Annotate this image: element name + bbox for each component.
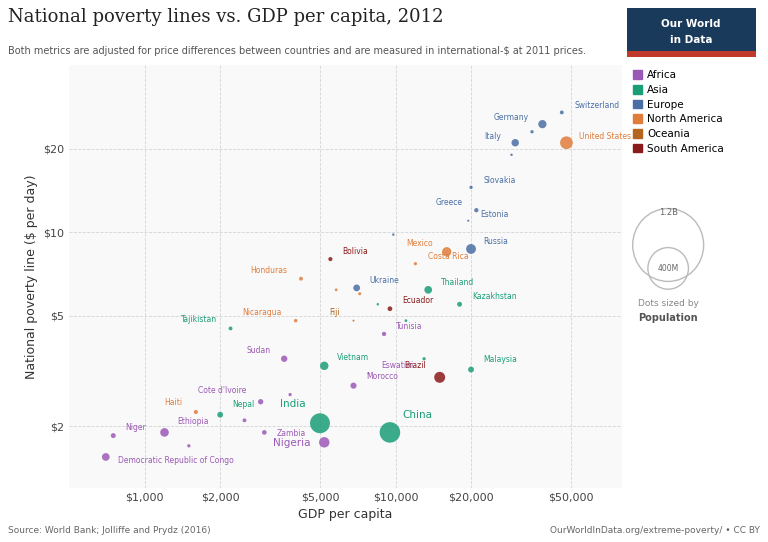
Text: Honduras: Honduras bbox=[250, 266, 287, 275]
Point bbox=[278, 354, 290, 363]
Text: Thailand: Thailand bbox=[441, 278, 474, 287]
Point bbox=[100, 453, 112, 461]
Point bbox=[441, 248, 453, 256]
Text: Morocco: Morocco bbox=[366, 372, 398, 382]
Point bbox=[190, 408, 202, 416]
Text: Kazakhstan: Kazakhstan bbox=[472, 292, 517, 301]
Point bbox=[284, 390, 296, 399]
Point bbox=[214, 410, 227, 419]
Point bbox=[350, 283, 362, 292]
Text: India: India bbox=[280, 399, 306, 409]
Point bbox=[158, 428, 170, 437]
Point bbox=[387, 230, 399, 239]
Point bbox=[422, 286, 435, 294]
Text: Ecuador: Ecuador bbox=[402, 296, 433, 305]
Text: Haiti: Haiti bbox=[164, 398, 182, 406]
Point bbox=[108, 431, 120, 440]
Text: Ethiopia: Ethiopia bbox=[177, 417, 208, 426]
Text: Estonia: Estonia bbox=[481, 210, 509, 218]
Text: Germany: Germany bbox=[493, 113, 528, 122]
Text: Cote d'Ivoire: Cote d'Ivoire bbox=[198, 385, 247, 395]
Point bbox=[347, 317, 359, 325]
Point bbox=[224, 324, 237, 333]
Point bbox=[347, 382, 359, 390]
Text: Our World: Our World bbox=[661, 19, 721, 29]
Text: Zambia: Zambia bbox=[276, 429, 306, 437]
Point bbox=[509, 138, 521, 147]
Point bbox=[295, 274, 307, 283]
Point bbox=[409, 260, 422, 268]
Text: Source: World Bank; Jolliffe and Prydz (2016): Source: World Bank; Jolliffe and Prydz (… bbox=[8, 526, 210, 535]
FancyBboxPatch shape bbox=[627, 51, 756, 57]
Text: Dots sized by: Dots sized by bbox=[637, 299, 699, 308]
Point bbox=[400, 317, 412, 325]
Text: National poverty lines vs. GDP per capita, 2012: National poverty lines vs. GDP per capit… bbox=[8, 8, 443, 26]
Text: Democratic Republic of Congo: Democratic Republic of Congo bbox=[118, 456, 234, 465]
Text: Nigeria: Nigeria bbox=[273, 438, 310, 448]
Point bbox=[183, 442, 195, 450]
Text: Slovakia: Slovakia bbox=[483, 176, 516, 185]
Text: Mexico: Mexico bbox=[406, 238, 433, 248]
Point bbox=[372, 300, 384, 308]
Text: Costa Rica: Costa Rica bbox=[428, 253, 468, 261]
Point bbox=[465, 365, 477, 374]
FancyBboxPatch shape bbox=[627, 8, 756, 51]
Text: Population: Population bbox=[638, 313, 698, 323]
Text: Eswatini: Eswatini bbox=[381, 360, 413, 370]
Point bbox=[238, 416, 250, 425]
Legend: Africa, Asia, Europe, North America, Oceania, South America: Africa, Asia, Europe, North America, Oce… bbox=[633, 70, 724, 154]
Text: OurWorldInData.org/extreme-poverty/ • CC BY: OurWorldInData.org/extreme-poverty/ • CC… bbox=[551, 526, 760, 535]
Point bbox=[318, 362, 330, 370]
Text: Nicaragua: Nicaragua bbox=[243, 308, 282, 317]
Point bbox=[330, 286, 343, 294]
Point bbox=[434, 373, 446, 382]
Y-axis label: National poverty line ($ per day): National poverty line ($ per day) bbox=[25, 174, 38, 379]
Text: Vietnam: Vietnam bbox=[336, 352, 369, 362]
Point bbox=[258, 428, 270, 437]
Text: Tunisia: Tunisia bbox=[396, 321, 423, 331]
Point bbox=[314, 419, 326, 428]
Point bbox=[254, 397, 266, 406]
Point bbox=[324, 255, 336, 263]
Text: 400M: 400M bbox=[657, 264, 679, 273]
Text: Russia: Russia bbox=[483, 237, 508, 246]
Point bbox=[353, 289, 366, 298]
Text: Fiji: Fiji bbox=[329, 308, 339, 317]
Text: Malaysia: Malaysia bbox=[483, 355, 518, 364]
Point bbox=[384, 305, 396, 313]
Point bbox=[465, 183, 477, 192]
Point bbox=[526, 127, 538, 136]
Point bbox=[362, 369, 375, 378]
Text: Bolivia: Bolivia bbox=[343, 247, 369, 256]
Text: Greece: Greece bbox=[435, 198, 462, 207]
Point bbox=[418, 354, 430, 363]
Text: Niger: Niger bbox=[126, 423, 147, 432]
Point bbox=[384, 428, 396, 437]
Text: China: China bbox=[402, 410, 432, 421]
Point bbox=[462, 216, 475, 225]
Point bbox=[561, 138, 573, 147]
Point bbox=[470, 206, 482, 215]
Point bbox=[378, 330, 390, 338]
Point bbox=[465, 244, 477, 253]
Text: United States: United States bbox=[579, 132, 631, 141]
Point bbox=[505, 151, 518, 159]
Point bbox=[536, 120, 548, 128]
Text: Sudan: Sudan bbox=[247, 346, 270, 354]
Text: Italy: Italy bbox=[485, 132, 502, 141]
Text: Brazil: Brazil bbox=[404, 360, 425, 370]
Point bbox=[290, 317, 302, 325]
Point bbox=[453, 300, 465, 308]
Text: Tajikistan: Tajikistan bbox=[180, 315, 217, 325]
Point bbox=[555, 108, 568, 117]
Text: Ukraine: Ukraine bbox=[369, 276, 399, 285]
Text: Switzerland: Switzerland bbox=[574, 101, 619, 110]
Text: Both metrics are adjusted for price differences between countries and are measur: Both metrics are adjusted for price diff… bbox=[8, 46, 586, 56]
Text: in Data: in Data bbox=[670, 35, 713, 45]
Text: 1.2B: 1.2B bbox=[659, 208, 677, 217]
Text: Nepal: Nepal bbox=[233, 401, 255, 409]
Point bbox=[318, 438, 330, 447]
X-axis label: GDP per capita: GDP per capita bbox=[299, 508, 392, 521]
